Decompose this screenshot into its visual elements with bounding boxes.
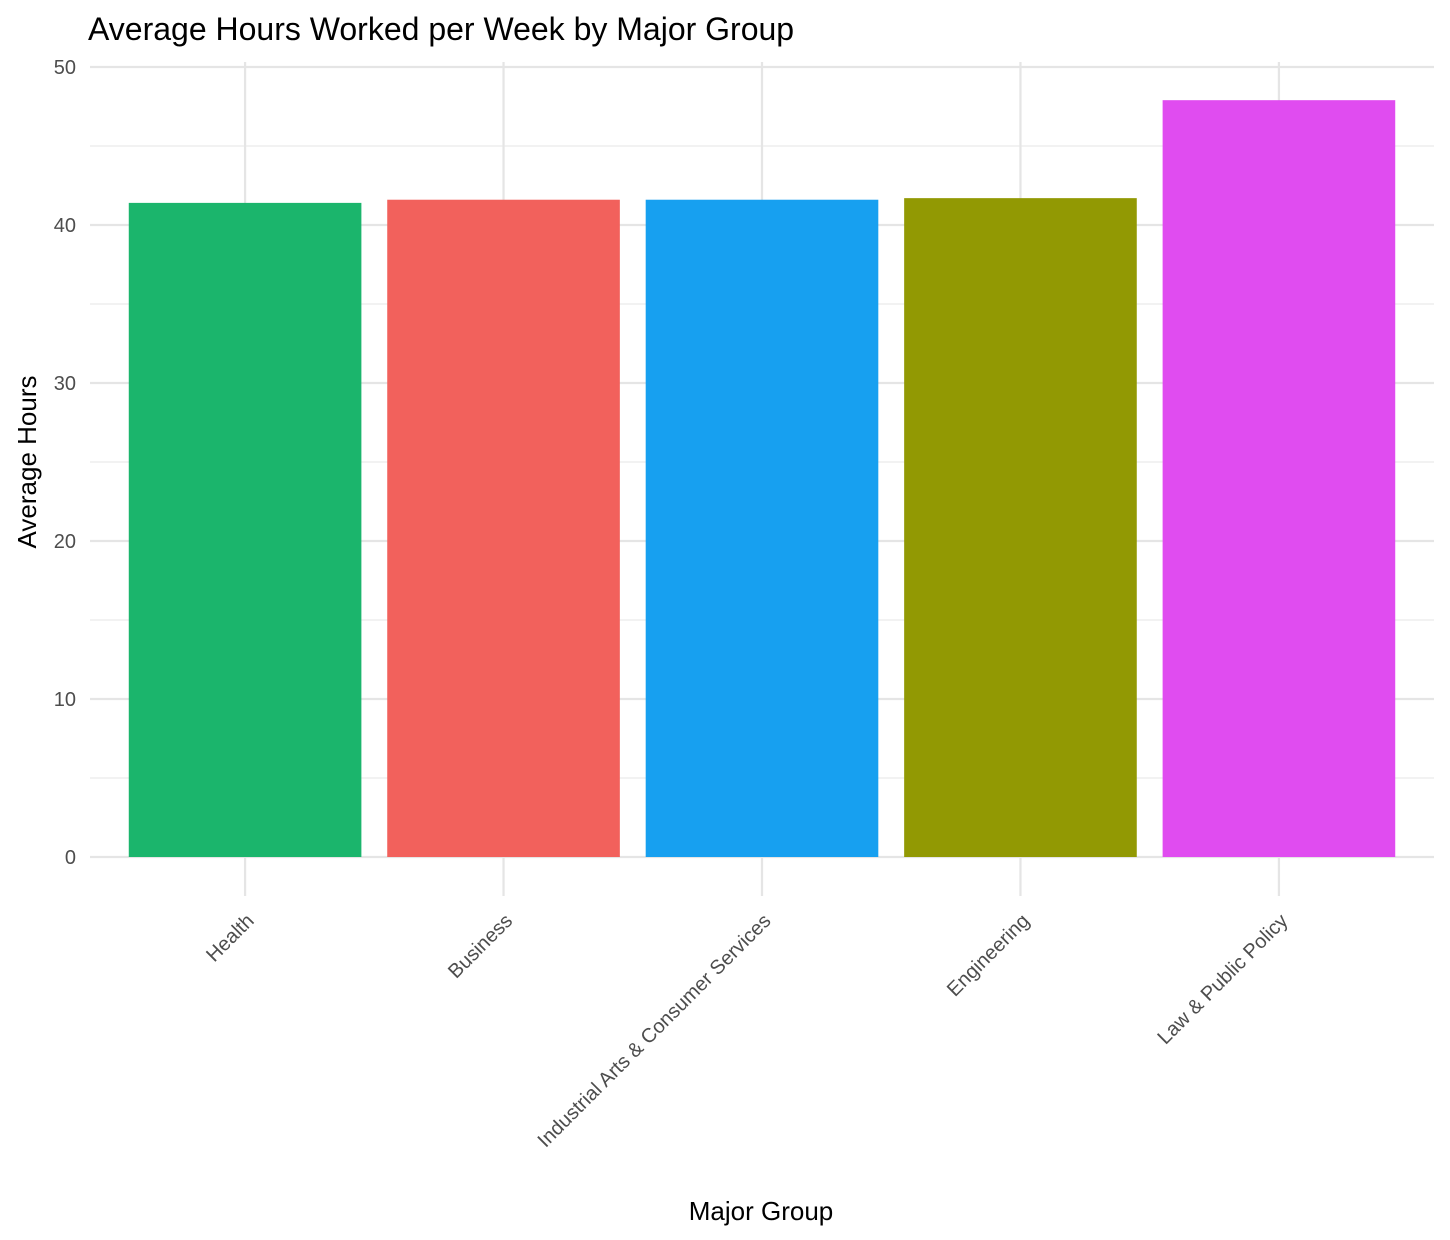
- y-tick-label: 40: [54, 215, 76, 237]
- y-tick-label: 0: [65, 847, 76, 869]
- x-tick-label: Business: [444, 910, 517, 983]
- y-tick-label: 30: [54, 373, 76, 395]
- chart-title: Average Hours Worked per Week by Major G…: [88, 11, 794, 47]
- y-axis-title: Average Hours: [12, 376, 42, 549]
- x-tick-label: Industrial Arts & Consumer Services: [534, 910, 776, 1152]
- y-tick-label: 10: [54, 689, 76, 711]
- bar-engineering: [904, 198, 1137, 857]
- bars: [128, 100, 1396, 858]
- x-axis-title: Major Group: [689, 1196, 834, 1226]
- x-tick-label: Law & Public Policy: [1153, 910, 1292, 1049]
- y-tick-label: 50: [54, 57, 76, 79]
- bar-industrial-arts-consumer-services: [645, 199, 879, 858]
- x-tick-label: Engineering: [943, 910, 1034, 1001]
- bar-health: [128, 202, 362, 857]
- y-tick-label: 20: [54, 531, 76, 553]
- x-axis-ticks: Health Business Industrial Arts & Consumer…: [202, 910, 1292, 1152]
- bar-business: [387, 199, 620, 858]
- y-axis-ticks: 0 10 20 30 40 50: [54, 57, 76, 869]
- bar-law-public-policy: [1162, 100, 1396, 858]
- x-tick-label: Health: [202, 910, 258, 966]
